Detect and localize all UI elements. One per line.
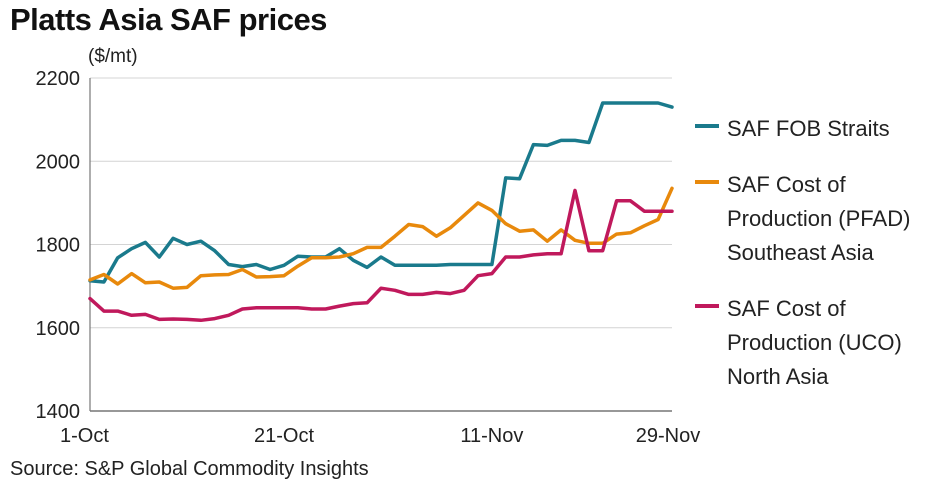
source-note: Source: S&P Global Commodity Insights	[10, 458, 369, 480]
y-tick-label-2200: 2200	[36, 68, 81, 90]
y-tick-label-1600: 1600	[36, 318, 81, 340]
legend-swatch-saf-cop-pfad	[695, 180, 719, 184]
legend-swatch-saf-fob-straits	[695, 124, 719, 128]
legend-item-saf-cop-uco: SAF Cost of Production (UCO) North Asia	[695, 292, 935, 394]
series-line-2	[88, 188, 674, 323]
y-axis-unit-label: ($/mt)	[88, 46, 138, 67]
chart-grid	[89, 77, 672, 412]
chart-legend: SAF FOB Straits SAF Cost of Production (…	[695, 112, 935, 416]
legend-item-saf-cop-pfad: SAF Cost of Production (PFAD) Southeast …	[695, 168, 935, 270]
series-line-0	[88, 101, 674, 284]
legend-swatch-saf-cop-uco	[695, 304, 719, 308]
x-tick-label-11-Nov: 11-Nov	[460, 425, 523, 447]
chart-series-lines	[88, 101, 674, 323]
x-tick-label-29-Nov: 29-Nov	[636, 425, 700, 447]
legend-label-saf-cop-uco: SAF Cost of Production (UCO) North Asia	[727, 296, 902, 389]
y-tick-label-1400: 1400	[36, 401, 81, 423]
x-tick-label-21-Oct: 21-Oct	[254, 425, 314, 447]
y-tick-label-2000: 2000	[36, 151, 81, 173]
y-tick-label-1800: 1800	[36, 235, 81, 257]
y-axis-ticks: 1400 1600 1800 2000 2200	[36, 68, 81, 423]
x-axis-ticks: 1-Oct 21-Oct 11-Nov 29-Nov	[60, 425, 700, 447]
legend-label-saf-fob-straits: SAF FOB Straits	[727, 116, 890, 141]
legend-label-saf-cop-pfad: SAF Cost of Production (PFAD) Southeast …	[727, 172, 911, 265]
x-tick-label-1-Oct: 1-Oct	[60, 425, 109, 447]
series-line-1	[88, 186, 674, 290]
legend-item-saf-fob-straits: SAF FOB Straits	[695, 112, 935, 146]
chart-title: Platts Asia SAF prices	[10, 2, 327, 37]
